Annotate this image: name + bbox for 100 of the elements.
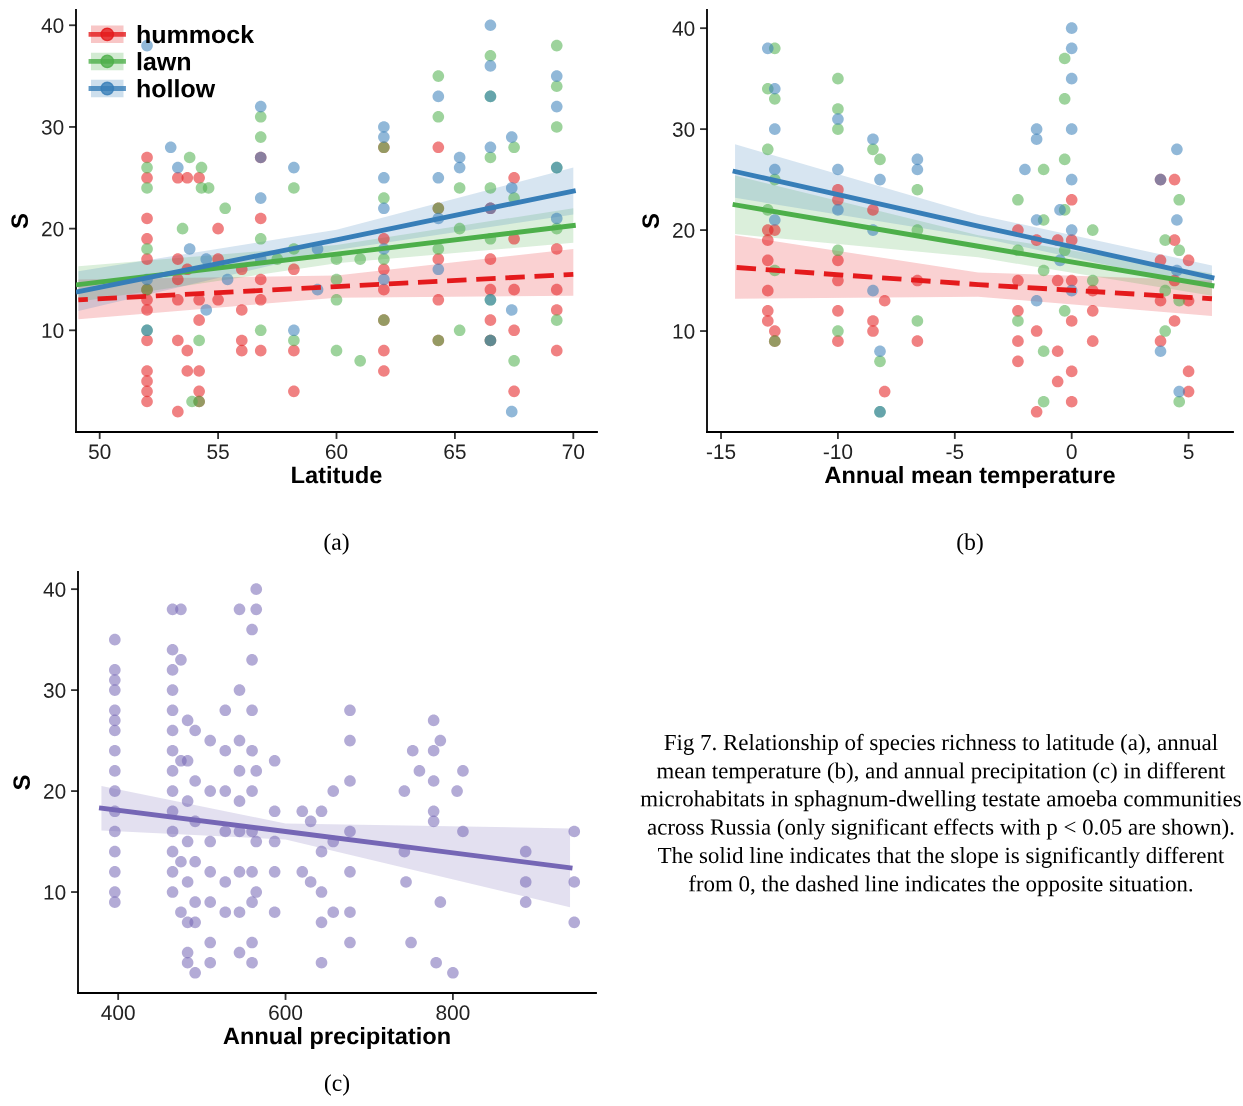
point	[288, 334, 300, 347]
point	[453, 151, 466, 164]
point	[1065, 123, 1078, 135]
point	[254, 232, 267, 245]
point	[172, 161, 184, 174]
point	[1058, 153, 1071, 166]
point	[1065, 395, 1078, 408]
point	[432, 70, 445, 82]
y-tick-label: 20	[42, 221, 64, 237]
point	[330, 273, 343, 286]
point	[867, 284, 879, 297]
point	[1058, 52, 1071, 65]
point	[484, 19, 497, 32]
point	[484, 49, 497, 62]
x-tick-label: 55	[207, 444, 229, 460]
point	[550, 121, 563, 133]
point	[186, 395, 198, 408]
point	[832, 335, 844, 347]
point	[1065, 173, 1078, 186]
point	[550, 39, 563, 52]
point	[484, 60, 497, 72]
x-tick-label: 50	[88, 444, 111, 460]
point	[1065, 72, 1078, 85]
point	[874, 345, 886, 358]
point	[867, 133, 879, 146]
x-tick-label: 70	[562, 444, 585, 460]
point	[1030, 294, 1043, 307]
point	[1037, 264, 1050, 277]
point	[1058, 305, 1071, 317]
point	[1173, 385, 1186, 398]
point	[1065, 224, 1078, 236]
point	[550, 70, 563, 82]
point	[768, 82, 781, 95]
point	[1086, 224, 1099, 236]
point	[1065, 22, 1078, 34]
legend-label: hummock	[137, 25, 255, 44]
point	[874, 153, 886, 166]
point	[221, 273, 234, 286]
x-tick-label: 400	[101, 1005, 135, 1021]
y-tick-label: 10	[44, 885, 66, 900]
point	[378, 192, 390, 204]
point	[176, 222, 189, 235]
point	[378, 171, 390, 184]
y-tick-label: 20	[44, 784, 66, 799]
point	[1168, 173, 1181, 186]
point	[505, 182, 518, 194]
x-tick-label: 60	[325, 444, 348, 460]
point	[1051, 274, 1064, 287]
point	[878, 385, 891, 398]
point	[484, 182, 497, 194]
point	[508, 355, 520, 367]
y-tick-label: 30	[672, 122, 695, 137]
point	[432, 110, 445, 123]
point	[164, 141, 177, 154]
point	[1182, 254, 1195, 267]
point	[1030, 214, 1043, 226]
point	[867, 143, 879, 156]
y-axis-title: S	[13, 775, 31, 790]
x-axis-title: Annual precipitation	[223, 1027, 450, 1050]
x-tick-label: -15	[706, 444, 736, 460]
point	[219, 202, 232, 215]
x-tick-label: 65	[444, 444, 466, 460]
point	[550, 212, 563, 225]
point	[1065, 193, 1078, 206]
point	[832, 244, 844, 257]
point	[832, 204, 844, 216]
point	[505, 131, 518, 143]
x-axis-title: Latitude	[292, 466, 382, 484]
point	[878, 294, 891, 307]
x-tick-label: 800	[436, 1005, 470, 1021]
point	[1037, 163, 1050, 176]
point	[1182, 365, 1195, 378]
point	[432, 171, 445, 184]
point	[378, 273, 390, 286]
y-tick-label: 10	[42, 323, 64, 339]
x-tick-label: -10	[823, 444, 853, 460]
point	[1012, 193, 1024, 206]
point	[1030, 406, 1043, 418]
point	[202, 182, 215, 194]
y-axis-title: S	[642, 214, 660, 229]
point	[453, 161, 466, 174]
point	[254, 324, 267, 337]
point	[1030, 325, 1043, 337]
point	[550, 80, 563, 93]
point	[141, 243, 153, 255]
point	[874, 355, 886, 368]
legend-label: lawn	[137, 52, 191, 71]
y-tick-label: 20	[673, 223, 695, 238]
point	[832, 113, 844, 125]
x-tick-label: 600	[269, 1005, 303, 1021]
y-tick-label: 40	[672, 21, 695, 36]
point	[1012, 315, 1024, 327]
point	[911, 153, 924, 166]
point	[330, 294, 343, 306]
point	[432, 243, 445, 255]
point	[832, 325, 844, 337]
point	[484, 141, 497, 154]
point	[183, 151, 196, 164]
y-tick-label: 10	[673, 324, 695, 339]
point	[505, 405, 518, 418]
